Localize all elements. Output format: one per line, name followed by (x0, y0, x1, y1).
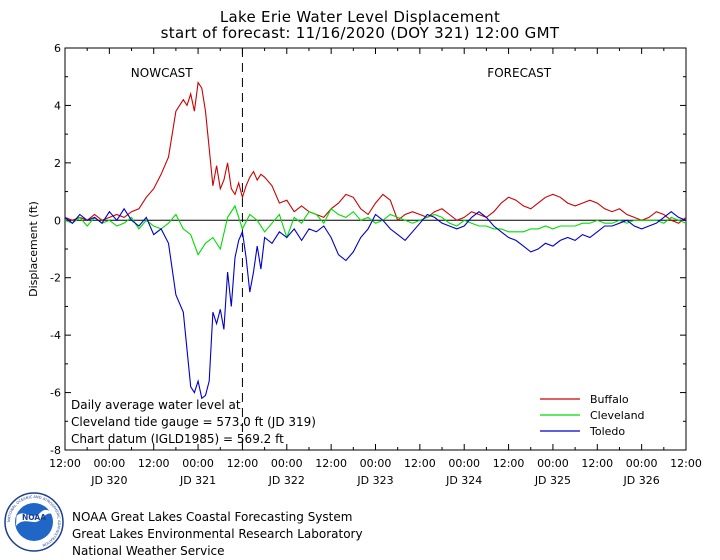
x-tick-label: 00:00 (448, 457, 480, 470)
x-tick-label: 12:00 (493, 457, 525, 470)
x-tick-label: 00:00 (537, 457, 569, 470)
x-tick-label: 12:00 (227, 457, 259, 470)
annotation-line: Cleveland tide gauge = 573.0 ft (JD 319) (71, 415, 316, 429)
day-label: JD 325 (534, 474, 571, 487)
y-tick-label: 4 (54, 99, 61, 112)
x-tick-label: 00:00 (182, 457, 214, 470)
x-tick-label: 12:00 (138, 457, 170, 470)
chart-title: Lake Erie Water Level Displacement (219, 8, 501, 26)
x-tick-label: 12:00 (670, 457, 702, 470)
day-label: JD 324 (445, 474, 482, 487)
y-tick-label: 6 (54, 42, 61, 55)
x-tick-label: 00:00 (271, 457, 303, 470)
series-line-buffalo (64, 80, 687, 224)
y-tick-label: -8 (50, 444, 61, 457)
noaa-logo: NATIONAL OCEANIC AND ATMOSPHERIC ADMINIS… (4, 492, 64, 552)
chart-subtitle: start of forecast: 11/16/2020 (DOY 321) … (160, 24, 560, 42)
logo-text: NOAA (22, 513, 46, 522)
x-tick-label: 00:00 (360, 457, 392, 470)
day-label: JD 320 (90, 474, 127, 487)
nowcast-label: NOWCAST (131, 66, 193, 80)
y-axis-label: Displacement (ft) (27, 201, 40, 297)
x-tick-label: 12:00 (49, 457, 81, 470)
credit-line-3: National Weather Service (72, 544, 225, 558)
annotation-line: Daily average water level at (71, 398, 241, 412)
chart: -8 -6 -4 -2 0 2 4 6 12:00 00:00 12:00 00:00 12:00 00:… (27, 42, 702, 487)
y-tick-label: 0 (54, 214, 61, 227)
plot-frame (64, 47, 687, 451)
y-tick-label: 2 (54, 157, 61, 170)
x-tick-label: 00:00 (626, 457, 658, 470)
y-tick-label: -2 (50, 272, 61, 285)
x-tick-label: 00:00 (94, 457, 126, 470)
series-line-cleveland (64, 204, 687, 256)
credit-line-2: Great Lakes Environmental Research Labor… (72, 527, 363, 541)
series-line-toledo (64, 207, 687, 400)
legend-label: Buffalo (590, 393, 629, 406)
credit-line-1: NOAA Great Lakes Coastal Forecasting Sys… (72, 510, 353, 524)
y-tick-label: -6 (50, 387, 61, 400)
day-label: JD 326 (623, 474, 660, 487)
x-tick-label: 12:00 (315, 457, 347, 470)
day-label: JD 323 (356, 474, 393, 487)
legend-label: Cleveland (590, 409, 645, 422)
day-label: JD 321 (179, 474, 216, 487)
day-label: JD 322 (268, 474, 305, 487)
x-tick-label: 12:00 (581, 457, 613, 470)
x-tick-label: 12:00 (404, 457, 436, 470)
y-tick-label: -4 (50, 329, 61, 342)
annotation-line: Chart datum (IGLD1985) = 569.2 ft (71, 432, 284, 446)
forecast-label: FORECAST (487, 66, 551, 80)
footer: NATIONAL OCEANIC AND ATMOSPHERIC ADMINIS… (0, 490, 720, 560)
legend-label: Toledo (589, 425, 625, 438)
